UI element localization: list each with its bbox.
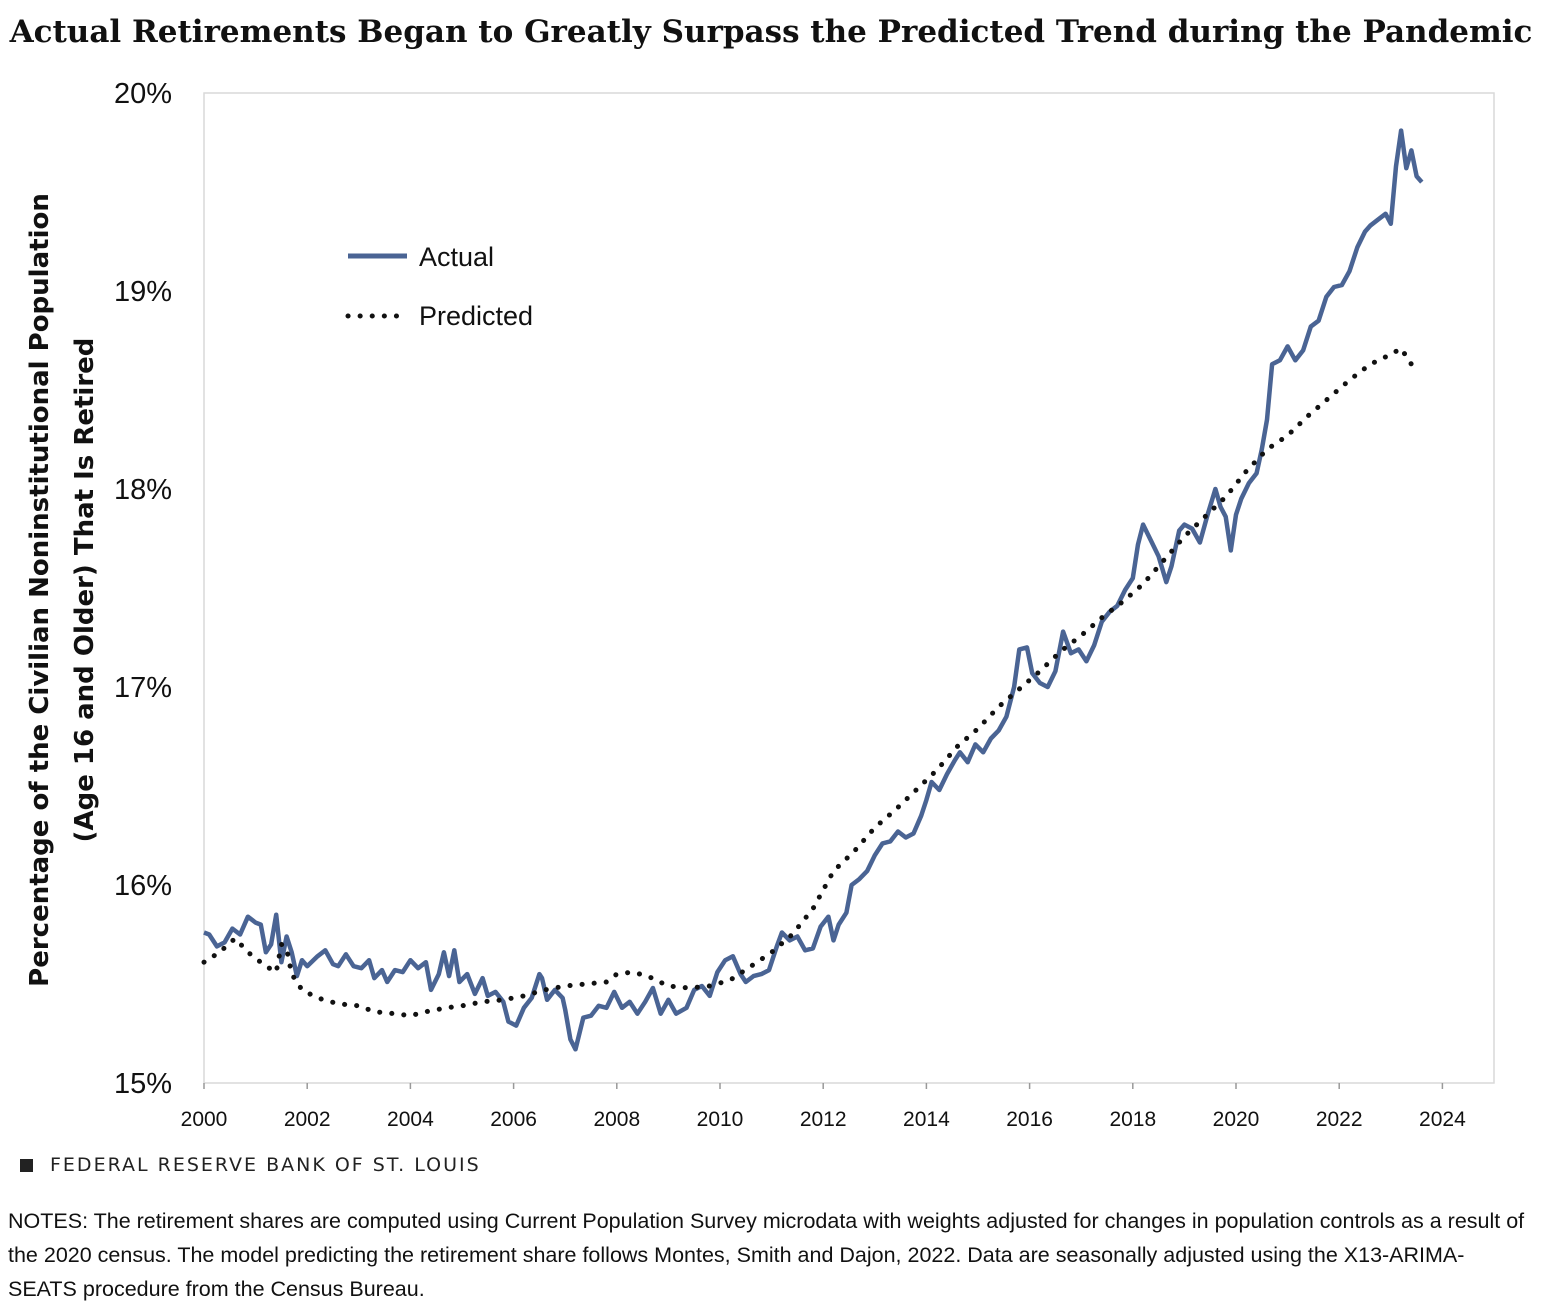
legend-actual-label: Actual — [419, 242, 494, 272]
y-tick-label: 20% — [114, 78, 172, 110]
y-axis-label-line1: Percentage of the Civilian Noninstitutio… — [25, 193, 55, 987]
y-axis-label-line2: (Age 16 and Older) That Is Retired — [70, 338, 100, 843]
retirement-line-chart: 2000 2002 2004 2006 2008 2010 2012 2014 2016 2018… — [25, 78, 1495, 1131]
y-tick-label: 18% — [114, 474, 172, 506]
x-tick-label: 2022 — [1316, 1108, 1363, 1131]
x-tick-label: 2006 — [490, 1108, 537, 1131]
chart-title: Actual Retirements Began to Greatly Surp… — [9, 14, 1533, 50]
chart-notes: NOTES: The retirement shares are compute… — [8, 1209, 1525, 1301]
legend: Actual Predicted — [345, 242, 533, 331]
x-tick-label: 2000 — [181, 1108, 228, 1131]
series-line-actual — [203, 128, 1424, 1052]
x-tick-label: 2012 — [800, 1108, 847, 1131]
x-tick-label: 2018 — [1109, 1108, 1156, 1131]
x-tick-label: 2020 — [1213, 1108, 1260, 1131]
branding-square-icon — [20, 1158, 33, 1172]
series-layer — [201, 128, 1424, 1052]
x-tick-label: 2004 — [387, 1108, 434, 1131]
plot-area — [203, 92, 1495, 1084]
legend-predicted-label: Predicted — [419, 301, 533, 331]
x-tick-label: 2008 — [593, 1108, 640, 1131]
fed-branding: FEDERAL RESERVE BANK OF ST. LOUIS — [20, 1154, 481, 1176]
series-line-predicted — [201, 345, 1414, 1019]
y-tick-label: 17% — [114, 672, 172, 704]
x-tick-label: 2014 — [903, 1108, 950, 1131]
y-tick-label: 19% — [114, 276, 172, 308]
y-axis: 15% 16% 17% 18% 19% 20% — [114, 78, 172, 1100]
x-tick-label: 2002 — [284, 1108, 331, 1131]
branding-text: FEDERAL RESERVE BANK OF ST. LOUIS — [50, 1154, 481, 1176]
y-tick-label: 16% — [114, 870, 172, 902]
x-tick-label: 2010 — [697, 1108, 744, 1131]
x-tick-label: 2016 — [1006, 1108, 1053, 1131]
x-axis: 2000 2002 2004 2006 2008 2010 2012 2014 2016 2018… — [181, 1083, 1466, 1131]
x-tick-label: 2024 — [1419, 1108, 1466, 1131]
y-tick-label: 15% — [114, 1068, 172, 1100]
